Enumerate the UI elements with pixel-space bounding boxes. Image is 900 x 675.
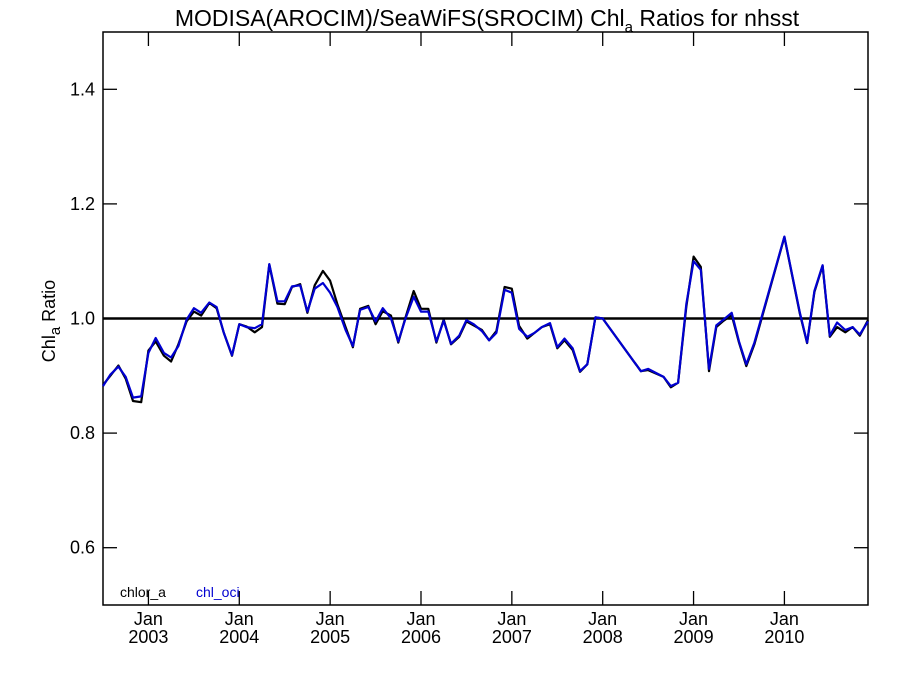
x-tick-label-month: Jan — [588, 609, 617, 629]
x-tick-label-year: 2009 — [674, 627, 714, 647]
title-prefix: MODISA(AROCIM)/SeaWiFS(SROCIM) Chl — [175, 5, 625, 31]
x-tick-label-month: Jan — [225, 609, 254, 629]
y-axis-ticks: 0.6 0.8 1.0 1.2 1.4 — [70, 79, 868, 558]
y-tick-label: 1.2 — [70, 194, 95, 214]
x-tick-label-month: Jan — [497, 609, 526, 629]
x-tick-label-month: Jan — [134, 609, 163, 629]
x-tick-label-year: 2005 — [310, 627, 350, 647]
x-tick-label-year: 2003 — [128, 627, 168, 647]
chart-title: MODISA(AROCIM)/SeaWiFS(SROCIM) Chla Rati… — [175, 5, 800, 36]
title-suffix: Ratios for nhsst — [633, 5, 800, 31]
legend-entry-chlor-a: chlor_a — [120, 584, 166, 600]
y-tick-label: 0.8 — [70, 423, 95, 443]
legend: chlor_a chl_oci — [120, 584, 240, 600]
title-subscript: a — [625, 19, 634, 36]
legend-entry-chl-oci: chl_oci — [196, 584, 240, 600]
ylabel-subscript: a — [47, 326, 64, 335]
x-tick-label-year: 2004 — [219, 627, 259, 647]
series-line-chl-oci — [102, 235, 869, 399]
x-tick-label-year: 2007 — [492, 627, 532, 647]
x-tick-label-month: Jan — [316, 609, 345, 629]
y-axis-label: Chla Ratio — [39, 280, 64, 362]
x-tick-label-month: Jan — [679, 609, 708, 629]
x-tick-label-year: 2006 — [401, 627, 441, 647]
x-tick-label-year: 2010 — [764, 627, 804, 647]
y-tick-label: 1.4 — [70, 79, 95, 99]
y-tick-label: 1.0 — [70, 309, 95, 329]
x-tick-label-month: Jan — [406, 609, 435, 629]
ylabel-suffix: Ratio — [39, 280, 59, 327]
series-layer — [102, 235, 869, 404]
x-tick-label-year: 2008 — [583, 627, 623, 647]
x-tick-label-month: Jan — [770, 609, 799, 629]
ylabel-prefix: Chl — [39, 335, 59, 362]
x-axis-ticks: Jan2003Jan2004Jan2005Jan2006Jan2007Jan20… — [128, 32, 804, 647]
y-tick-label: 0.6 — [70, 538, 95, 558]
